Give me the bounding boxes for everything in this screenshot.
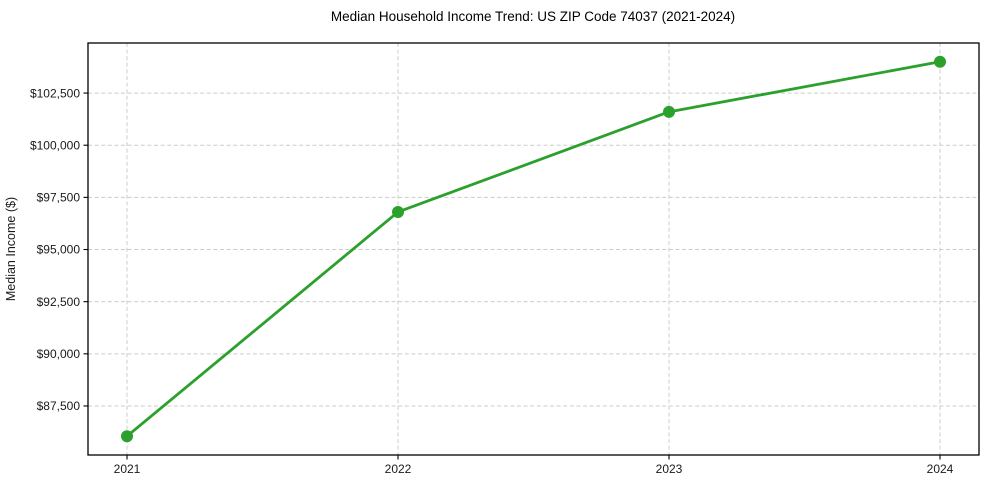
plot-frame (87, 42, 980, 456)
series-layer (121, 55, 946, 443)
data-point-2022 (392, 205, 404, 218)
y-axis-label: Median Income ($) (4, 197, 18, 301)
y-tick-label: $97,500 (37, 191, 81, 205)
y-tick-label: $95,000 (37, 243, 81, 257)
y-tick-label: $90,000 (37, 347, 81, 361)
trend-line (126, 60, 941, 438)
x-tick-label: 2024 (927, 462, 954, 476)
y-tick-label: $92,500 (37, 295, 81, 309)
data-point-2021 (121, 430, 133, 443)
x-tick-label: 2021 (114, 462, 141, 476)
x-tick-label: 2022 (385, 462, 412, 476)
axis-layer: $87,500 $90,000 $92,500 $95,000 $97,500 $100,… (30, 42, 980, 476)
data-point-2023 (663, 105, 675, 118)
y-tick-label: $100,000 (30, 138, 80, 152)
chart-title: Median Household Income Trend: US ZIP Co… (331, 9, 735, 24)
x-tick-label: 2023 (656, 462, 683, 476)
y-tick-label: $102,500 (30, 86, 80, 100)
y-tick-label: $87,500 (37, 399, 81, 413)
data-point-2024 (934, 55, 946, 68)
grid-layer (88, 43, 979, 455)
